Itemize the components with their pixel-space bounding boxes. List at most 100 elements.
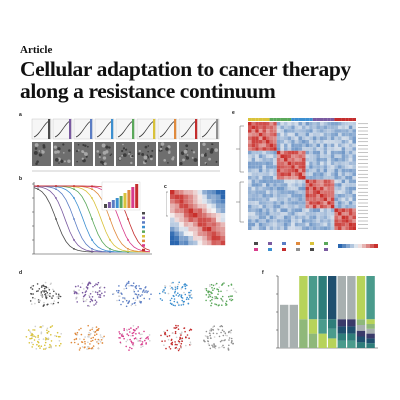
embedding-point [32, 343, 34, 346]
data-point [127, 247, 129, 250]
heatmap-cell [197, 226, 203, 232]
heatmap-cell [287, 194, 292, 198]
legend-swatch [142, 225, 145, 229]
stacked-bar-segment [337, 319, 346, 327]
inset-bar [104, 204, 107, 208]
heatmap-cell [266, 204, 270, 209]
heatmap-cell [188, 194, 193, 200]
heatmap-cell [251, 143, 256, 148]
embedding-point [135, 293, 138, 296]
heatmap-cell [323, 154, 328, 158]
embedding-point [134, 286, 137, 288]
column-annotation [269, 118, 274, 121]
heatmap-cell [291, 140, 295, 144]
heatmap-cell [294, 168, 299, 173]
heatmap-cell [258, 168, 263, 173]
heatmap-cell [202, 208, 207, 213]
condition-color-bar [69, 119, 72, 139]
heatmap-cell [216, 203, 221, 209]
heatmap-cell [302, 212, 306, 216]
heatmap-cell [251, 183, 256, 187]
cell-blob [167, 151, 171, 154]
heatmap-cell [276, 136, 281, 140]
heatmap-cell [255, 161, 259, 166]
heatmap-cell [312, 194, 317, 198]
embedding-point [77, 343, 79, 345]
heatmap-cell [287, 219, 292, 223]
heatmap-cell [269, 122, 274, 126]
heatmap-cell [284, 147, 288, 151]
embedding-point [96, 291, 99, 294]
cell-blob [179, 162, 183, 166]
embedding-point [127, 282, 130, 284]
column-annotation [276, 118, 281, 121]
heatmap-cell [269, 168, 274, 173]
embedding-point [85, 290, 88, 292]
embedding-point [95, 301, 98, 303]
embedding-point [44, 339, 47, 341]
column-annotation [294, 118, 299, 121]
heatmap-cell [320, 143, 324, 148]
cell-blob [206, 147, 209, 151]
embedding-point [214, 303, 216, 305]
embedding-point [145, 343, 147, 345]
heatmap-cell [345, 165, 349, 169]
heatmap-cell [309, 186, 313, 191]
heatmap-cell [287, 204, 292, 209]
heatmap-cell [320, 158, 324, 162]
embedding-point [136, 294, 139, 297]
heatmap-cell [352, 219, 356, 223]
embedding-point [144, 287, 146, 289]
heatmap-cell [284, 219, 288, 223]
heatmap-cell [291, 197, 295, 202]
legend-swatch [142, 239, 145, 243]
embedding-point [212, 289, 214, 291]
heatmap-cell [211, 217, 216, 223]
heatmap-cell [294, 165, 299, 169]
heatmap-cell [206, 194, 212, 200]
embedding-point [25, 336, 28, 338]
heatmap-cell [302, 158, 306, 162]
data-point [55, 188, 57, 191]
heatmap-cell [312, 165, 317, 169]
cell-blob [108, 146, 111, 149]
embedding-point [222, 283, 224, 285]
cell-blob [137, 152, 141, 156]
cell-blob [38, 153, 42, 157]
embedding-point [126, 329, 128, 332]
heatmap-cell [298, 143, 302, 148]
embedding-point [119, 341, 122, 344]
embedding-point [127, 280, 130, 283]
heatmap-cell [330, 176, 335, 180]
heatmap-cell [338, 165, 342, 169]
embedding-point [131, 347, 133, 350]
stacked-bar-segment [328, 328, 337, 339]
embedding-point [191, 297, 193, 299]
stacked-bar-segment [366, 319, 375, 324]
heatmap-cell [348, 219, 353, 223]
embedding-point [163, 344, 165, 346]
heatmap-cell [327, 165, 331, 169]
heatmap-cell [287, 179, 292, 184]
embedding-point [186, 296, 188, 299]
heatmap-cell [298, 158, 302, 162]
heatmap-cell [197, 194, 203, 200]
data-point [73, 188, 75, 191]
heatmap-cell [338, 186, 342, 191]
heatmap-cell [348, 201, 353, 205]
heatmap-cell [341, 222, 346, 227]
heatmap-cell [334, 190, 338, 194]
heatmap-cell [348, 172, 353, 176]
heatmap-cell [323, 190, 328, 194]
heatmap-cell [251, 129, 256, 133]
heatmap-cell [197, 231, 203, 236]
embedding-point [131, 303, 134, 305]
embedding-point [34, 302, 36, 305]
heatmap-cell [352, 201, 356, 205]
embedding-point [174, 330, 177, 333]
stacked-bar-segment [308, 319, 318, 334]
heatmap-cell [262, 158, 266, 162]
embedding-point [29, 332, 32, 334]
heatmap-cell [255, 125, 259, 130]
heatmap-cell [345, 183, 349, 187]
